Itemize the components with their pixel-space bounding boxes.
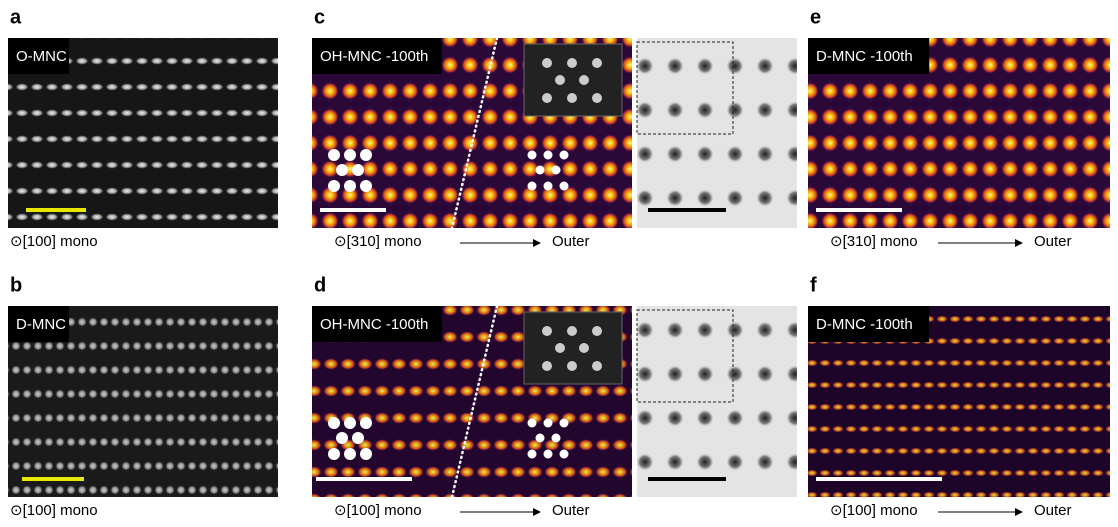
atom-marker: [336, 432, 348, 444]
inset-spot: [542, 326, 552, 336]
inset-spot: [592, 58, 602, 68]
atom-marker: [543, 449, 553, 459]
atom-marker: [328, 448, 340, 460]
atom-marker: [543, 418, 553, 428]
atom-marker: [535, 165, 545, 175]
panel-letter: d: [314, 274, 326, 296]
caption: ⊙[100] mono: [334, 502, 422, 519]
unit-cell-box: [636, 309, 734, 403]
panel: b D-MNC ⊙[100] mono: [8, 274, 278, 519]
atom-marker: [360, 149, 372, 161]
unit-cell-box: [636, 41, 734, 135]
atom-marker: [559, 181, 569, 191]
atom-marker: [527, 418, 537, 428]
atom-marker: [551, 165, 561, 175]
inset-spot: [592, 361, 602, 371]
atom-marker: [328, 417, 340, 429]
atom-marker: [360, 180, 372, 192]
atom-marker: [344, 149, 356, 161]
direction-label: Outer: [1034, 502, 1072, 519]
atom-marker: [336, 164, 348, 176]
caption: ⊙[310] mono: [334, 233, 422, 250]
panel: f D-MNC -100th ⊙[100] mono Outer: [808, 274, 1110, 519]
caption: ⊙[100] mono: [10, 502, 98, 519]
inset: [523, 311, 623, 385]
panel-label: D-MNC -100th: [816, 316, 913, 333]
atom-marker: [360, 448, 372, 460]
inset-spot: [542, 93, 552, 103]
direction-label: Outer: [552, 502, 590, 519]
atom-marker: [344, 448, 356, 460]
panel-label: D-MNC: [16, 316, 66, 333]
panel: c OH-MNC -100th ⊙[310] mono Outer: [312, 6, 797, 250]
panel-letter: e: [810, 6, 821, 28]
panel: e D-MNC -100th ⊙[310] mono Outer: [808, 6, 1110, 250]
label-box: [8, 306, 69, 342]
atom-marker: [543, 181, 553, 191]
panel-label: OH-MNC -100th: [320, 48, 428, 65]
inset: [523, 43, 623, 117]
atom-marker: [344, 180, 356, 192]
atom-marker: [527, 150, 537, 160]
label-box: [312, 306, 442, 342]
inset-spot: [555, 343, 565, 353]
atom-marker: [527, 449, 537, 459]
panel-letter: b: [10, 274, 22, 296]
panel-letter: f: [810, 274, 817, 296]
panel-letter: a: [10, 6, 22, 28]
atom-marker: [535, 433, 545, 443]
label-box: [8, 38, 69, 74]
panel-letter: c: [314, 6, 325, 28]
caption: ⊙[310] mono: [830, 233, 918, 250]
panel: a O-MNC ⊙[100] mono: [8, 6, 278, 250]
atom-marker: [352, 432, 364, 444]
atom-marker: [551, 433, 561, 443]
inset-spot: [567, 361, 577, 371]
atom-marker: [559, 150, 569, 160]
label-box: [312, 38, 442, 74]
label-box: [808, 306, 930, 342]
inset-spot: [592, 326, 602, 336]
inset-spot: [567, 93, 577, 103]
panel: d OH-MNC -100th ⊙[100] mono Outer: [312, 274, 797, 519]
inset-spot: [579, 343, 589, 353]
inset-spot: [567, 326, 577, 336]
atom-marker: [559, 449, 569, 459]
atom-marker: [344, 417, 356, 429]
panel-label: O-MNC: [16, 48, 67, 65]
direction-label: Outer: [552, 233, 590, 250]
inset-spot: [592, 93, 602, 103]
label-box: [808, 38, 930, 74]
direction-label: Outer: [1034, 233, 1072, 250]
inset-spot: [579, 75, 589, 85]
atom-marker: [328, 149, 340, 161]
atom-marker: [360, 417, 372, 429]
caption: ⊙[100] mono: [10, 233, 98, 250]
atom-marker: [352, 164, 364, 176]
inset-spot: [567, 58, 577, 68]
panel-label: OH-MNC -100th: [320, 316, 428, 333]
inset-spot: [542, 58, 552, 68]
atom-marker: [328, 180, 340, 192]
inset-spot: [542, 361, 552, 371]
atom-marker: [527, 181, 537, 191]
atom-marker: [559, 418, 569, 428]
filtered-image: [637, 38, 797, 228]
caption: ⊙[100] mono: [830, 502, 918, 519]
inset-spot: [555, 75, 565, 85]
panel-label: D-MNC -100th: [816, 48, 913, 65]
atom-marker: [543, 150, 553, 160]
